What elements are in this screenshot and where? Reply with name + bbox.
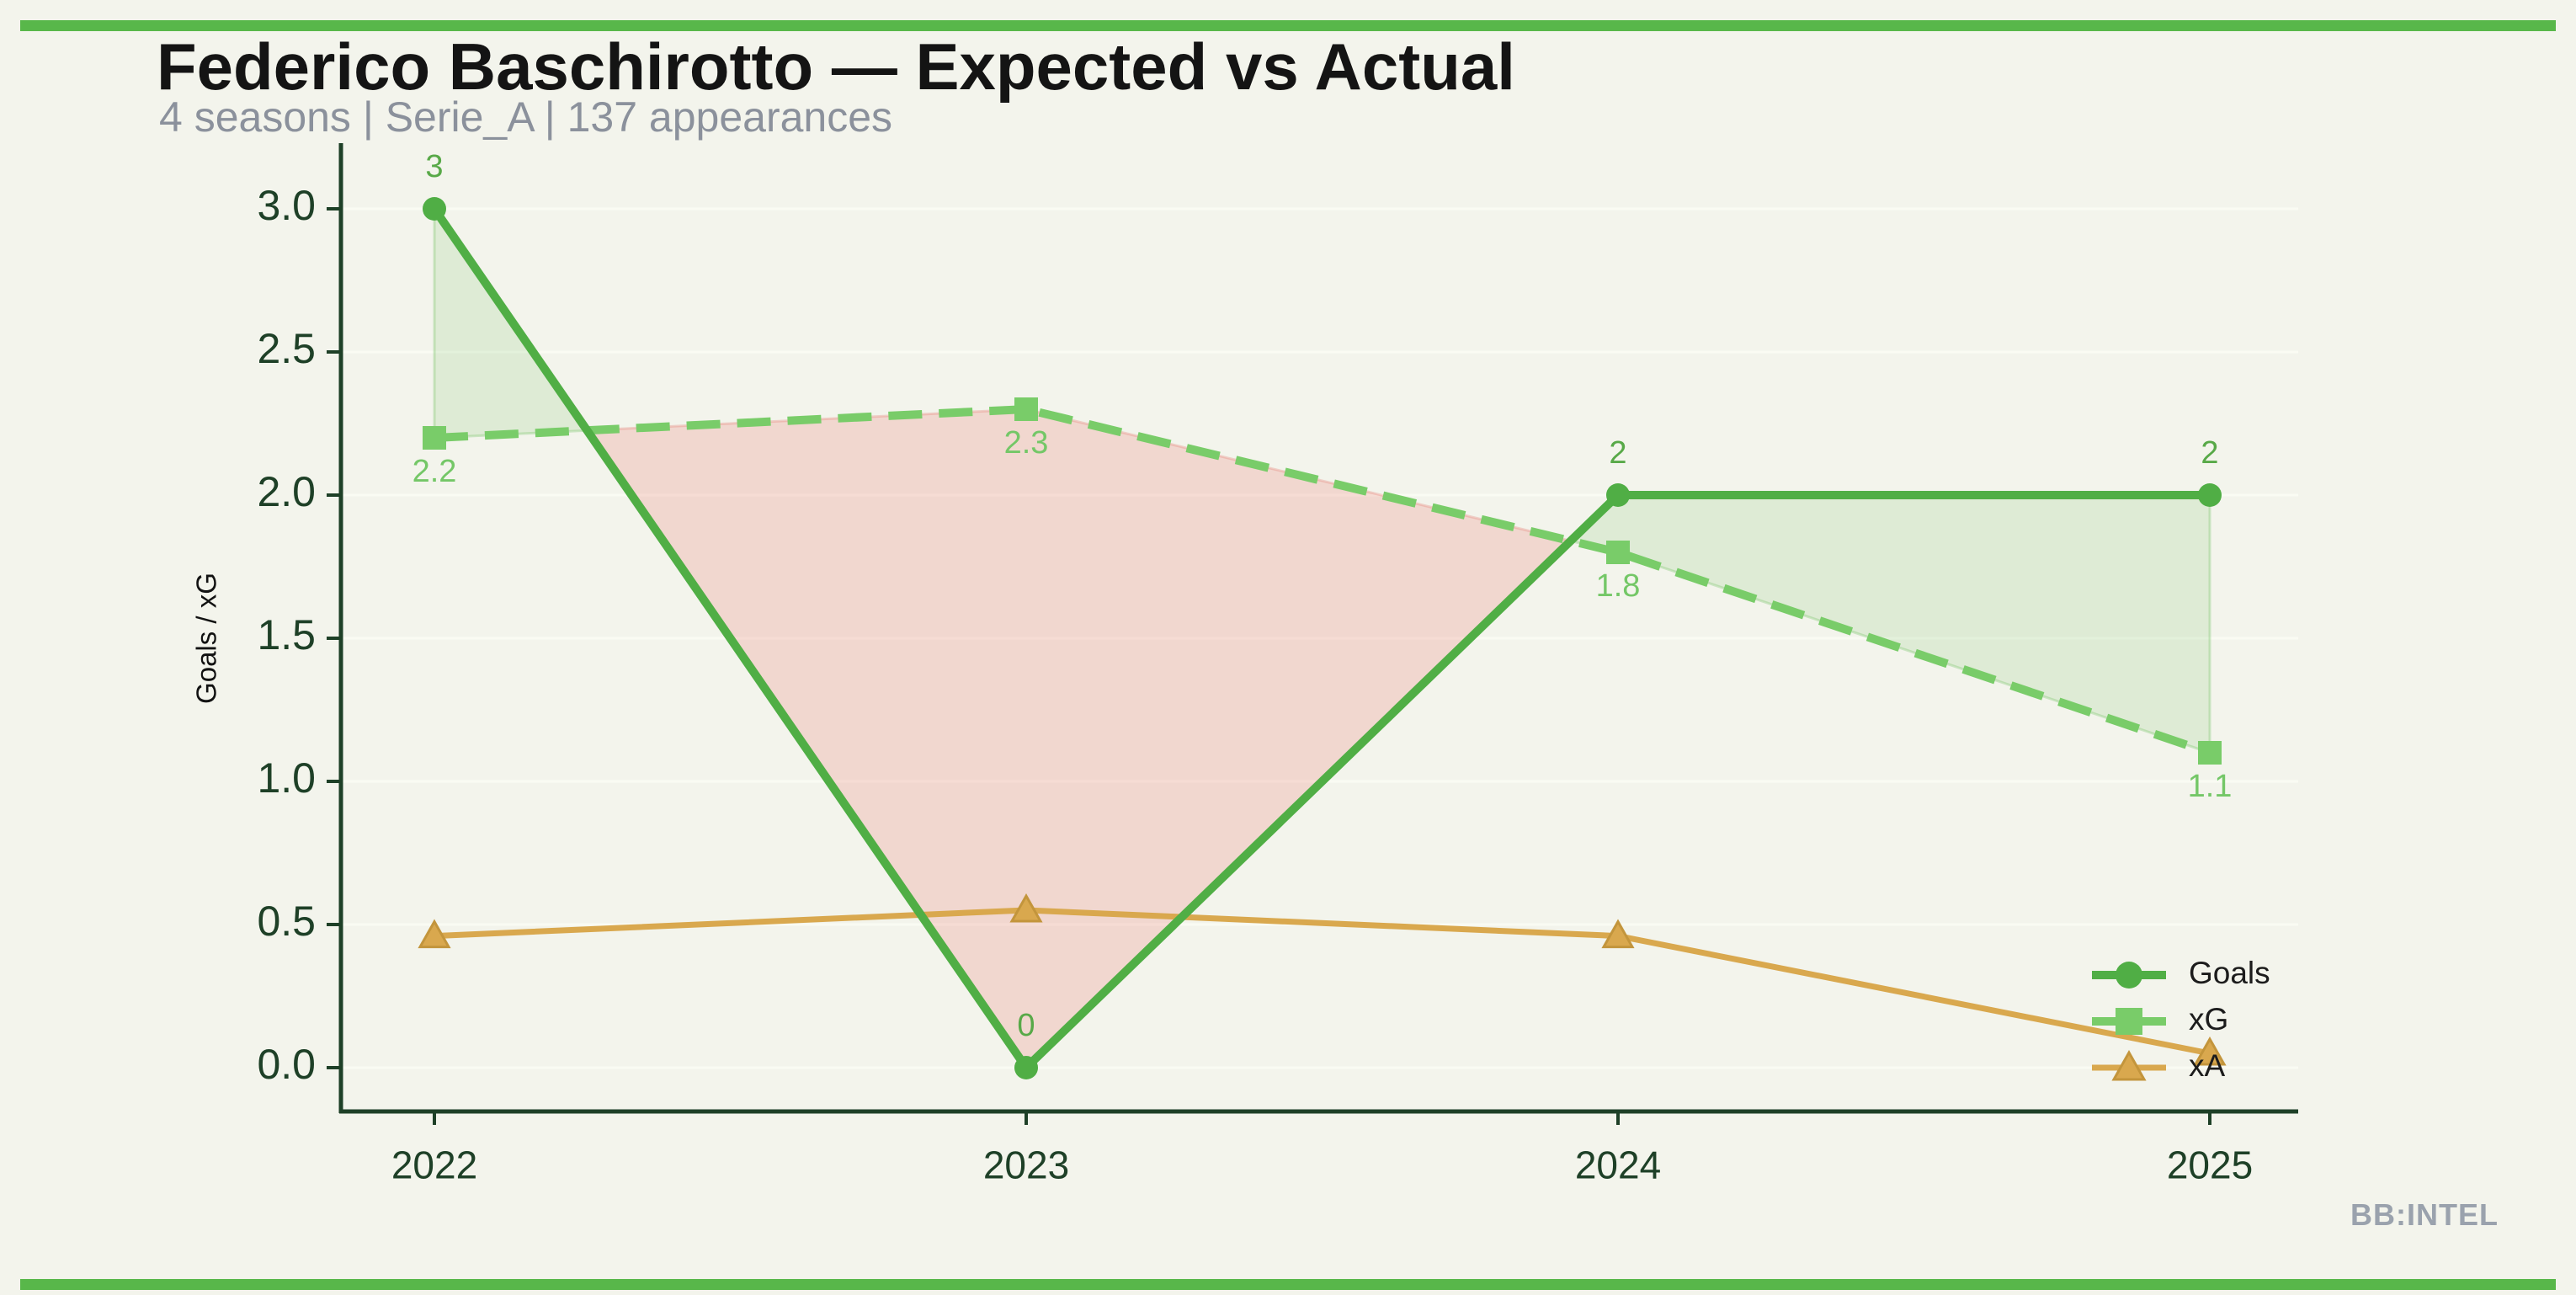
xa-marker [1009, 893, 1043, 923]
goals-marker [423, 197, 446, 221]
xg-marker [1014, 397, 1038, 421]
legend-marker-circle [2116, 962, 2142, 989]
y-tick-label: 0.5 [257, 898, 316, 945]
point-label-goals: 2 [2201, 435, 2218, 471]
legend-marker-square [2116, 1008, 2142, 1035]
point-label-goals: 2 [1609, 435, 1626, 471]
legend-item-xg: xG [2092, 1002, 2228, 1037]
x-tick-label: 2025 [2167, 1143, 2253, 1187]
xa-marker [1601, 919, 1635, 949]
xa-marker [2193, 1036, 2227, 1066]
point-label-goals: 0 [1017, 1008, 1035, 1043]
x-tick-label: 2022 [391, 1143, 477, 1187]
x-tick-label: 2023 [983, 1143, 1069, 1187]
xg-marker [2198, 741, 2222, 765]
legend-item-xa: xA [2092, 1048, 2226, 1083]
series-xg: 2.2 2.3 1.8 1.1 [412, 397, 2233, 804]
chart-title: Federico Baschirotto — Expected vs Actua… [157, 29, 1515, 104]
y-tick-label: 2.5 [257, 325, 316, 372]
legend-label: xG [2189, 1002, 2228, 1037]
xa-line [434, 907, 2211, 1057]
series-xa [418, 893, 2227, 1066]
y-tick-label: 1.0 [257, 754, 316, 802]
legend-marker-triangle [2111, 1049, 2147, 1081]
x-tick-label: 2024 [1575, 1143, 1661, 1187]
goals-line [430, 206, 2210, 1072]
xg-marker [1606, 541, 1630, 564]
bottom-accent-bar [20, 1279, 2556, 1290]
legend-label: xA [2189, 1048, 2226, 1083]
goals-marker [2198, 483, 2222, 507]
fill-region-overperformance [1569, 493, 2211, 754]
y-tick-label: 2.0 [257, 468, 316, 515]
xa-marker [418, 919, 451, 949]
y-tick-label: 1.5 [257, 611, 316, 658]
goals-marker [1014, 1056, 1038, 1079]
chart-subtitle: 4 seasons | Serie_A | 137 appearances [159, 93, 893, 141]
series-goals: 3 0 2 2 [423, 149, 2222, 1079]
legend-item-goals: Goals [2092, 956, 2270, 990]
point-label-xg: 2.3 [1004, 425, 1049, 461]
xg-marker [423, 426, 446, 450]
point-label-goals: 3 [425, 149, 443, 184]
y-tick-label: 0.0 [257, 1041, 316, 1088]
point-label-xg: 1.1 [2188, 769, 2233, 804]
point-label-xg: 1.8 [1596, 568, 1641, 604]
fill-region-underperformance [585, 408, 1573, 1069]
top-accent-bar [20, 20, 2556, 31]
y-tick-label: 3.0 [257, 182, 316, 229]
point-label-xg: 2.2 [412, 454, 457, 489]
y-axis-title: Goals / xG [191, 573, 222, 704]
goals-marker [1606, 483, 1630, 507]
legend: Goals xG xA [2092, 956, 2270, 1083]
legend-label: Goals [2189, 956, 2270, 990]
watermark: BB:INTEL [2350, 1197, 2499, 1232]
